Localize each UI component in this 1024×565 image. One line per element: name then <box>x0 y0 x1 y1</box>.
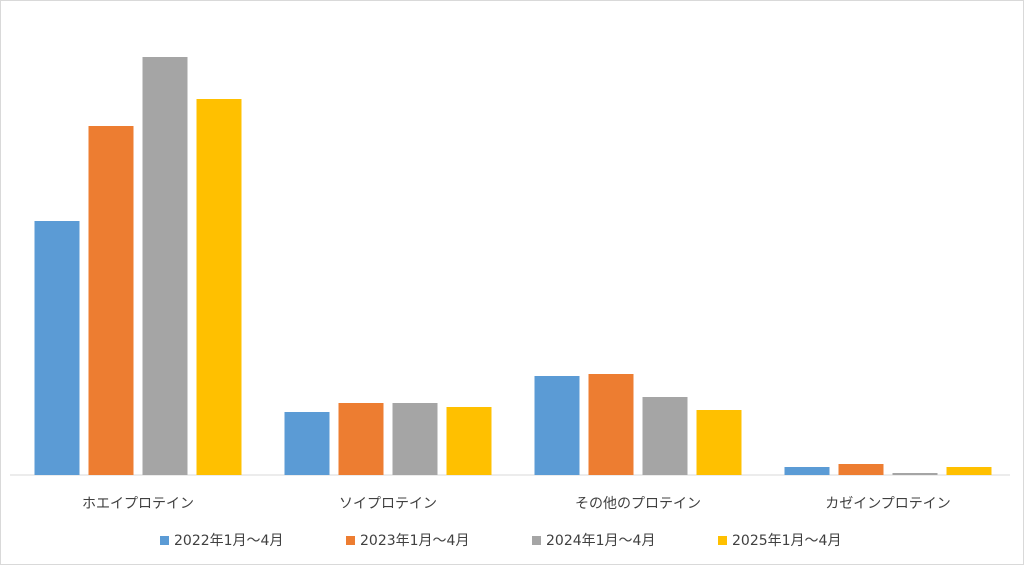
bar <box>34 221 80 475</box>
legend-swatch <box>346 536 355 545</box>
bar <box>838 464 884 475</box>
x-tick-label: ソイプロテイン <box>339 496 437 512</box>
legend-label: 2024年1月～4月 <box>546 533 655 549</box>
x-tick-label: ホエイプロテイン <box>82 496 194 512</box>
bar <box>892 473 938 475</box>
bar <box>88 126 134 475</box>
legend-swatch <box>718 536 727 545</box>
bar <box>642 397 688 475</box>
bar <box>534 376 580 475</box>
legend-swatch <box>160 536 169 545</box>
bar <box>946 467 992 475</box>
bar <box>588 374 634 475</box>
legend-label: 2025年1月～4月 <box>732 533 841 549</box>
bar <box>284 412 330 475</box>
bar <box>142 57 188 475</box>
legend-swatch <box>532 536 541 545</box>
bar <box>696 410 742 475</box>
bar <box>784 467 830 475</box>
bar <box>196 99 242 475</box>
x-tick-label: カゼインプロテイン <box>825 496 951 512</box>
legend-label: 2023年1月～4月 <box>360 533 469 549</box>
bar <box>338 403 384 475</box>
bar <box>446 407 492 475</box>
bar <box>392 403 438 475</box>
legend-label: 2022年1月～4月 <box>174 533 283 549</box>
x-tick-label: その他のプロテイン <box>575 496 701 512</box>
